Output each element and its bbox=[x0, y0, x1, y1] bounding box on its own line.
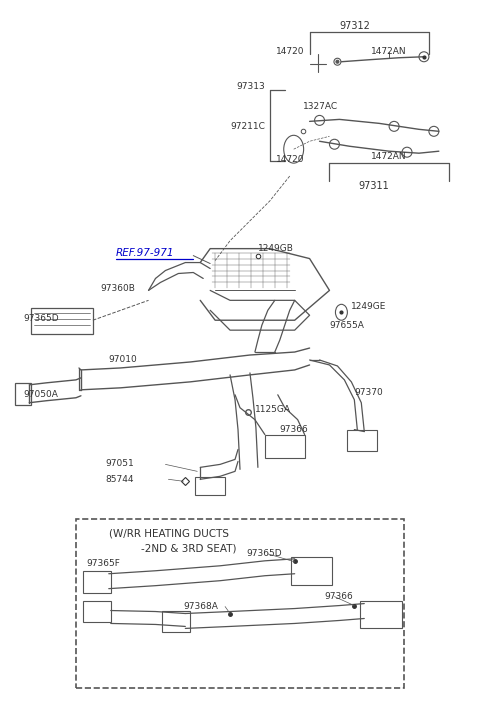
Text: 97366: 97366 bbox=[324, 592, 353, 601]
Text: 1327AC: 1327AC bbox=[302, 102, 338, 111]
Bar bbox=[291, 557, 333, 585]
Text: 97051: 97051 bbox=[106, 459, 134, 468]
Text: 97366: 97366 bbox=[280, 425, 309, 434]
Text: 97365D: 97365D bbox=[246, 549, 282, 558]
Text: 97313: 97313 bbox=[236, 82, 265, 91]
Text: 97360B: 97360B bbox=[101, 284, 136, 293]
Bar bbox=[76, 519, 404, 688]
Text: 1472AN: 1472AN bbox=[371, 47, 407, 57]
Text: 14720: 14720 bbox=[276, 47, 305, 57]
Text: -2ND & 3RD SEAT): -2ND & 3RD SEAT) bbox=[141, 544, 236, 554]
Text: 1472AN: 1472AN bbox=[371, 152, 407, 160]
Bar bbox=[162, 611, 190, 632]
Bar bbox=[360, 601, 402, 629]
Text: 97655A: 97655A bbox=[329, 321, 364, 329]
Text: 97010: 97010 bbox=[109, 355, 137, 364]
Bar bbox=[265, 435, 305, 458]
Text: 97050A: 97050A bbox=[23, 390, 58, 400]
Text: 1249GE: 1249GE bbox=[351, 302, 387, 311]
Bar bbox=[195, 478, 225, 495]
Text: 97311: 97311 bbox=[359, 181, 390, 191]
Bar bbox=[83, 601, 111, 622]
Text: 97312: 97312 bbox=[339, 21, 370, 31]
Text: 1249GB: 1249GB bbox=[258, 244, 294, 253]
Text: 97365D: 97365D bbox=[23, 314, 59, 323]
Bar bbox=[15, 383, 31, 405]
Text: 97370: 97370 bbox=[354, 388, 383, 397]
Bar bbox=[83, 571, 111, 593]
Text: 97368A: 97368A bbox=[183, 602, 218, 611]
Text: 97365F: 97365F bbox=[86, 559, 120, 569]
Text: 85744: 85744 bbox=[106, 475, 134, 484]
Text: 97211C: 97211C bbox=[230, 122, 265, 131]
Text: REF.97-971: REF.97-971 bbox=[116, 248, 174, 258]
Circle shape bbox=[336, 60, 339, 63]
Text: 14720: 14720 bbox=[276, 155, 305, 164]
Bar bbox=[348, 430, 377, 452]
Text: 1125GA: 1125GA bbox=[255, 405, 291, 414]
Text: (W/RR HEATING DUCTS: (W/RR HEATING DUCTS bbox=[109, 529, 229, 539]
Bar bbox=[31, 309, 93, 334]
